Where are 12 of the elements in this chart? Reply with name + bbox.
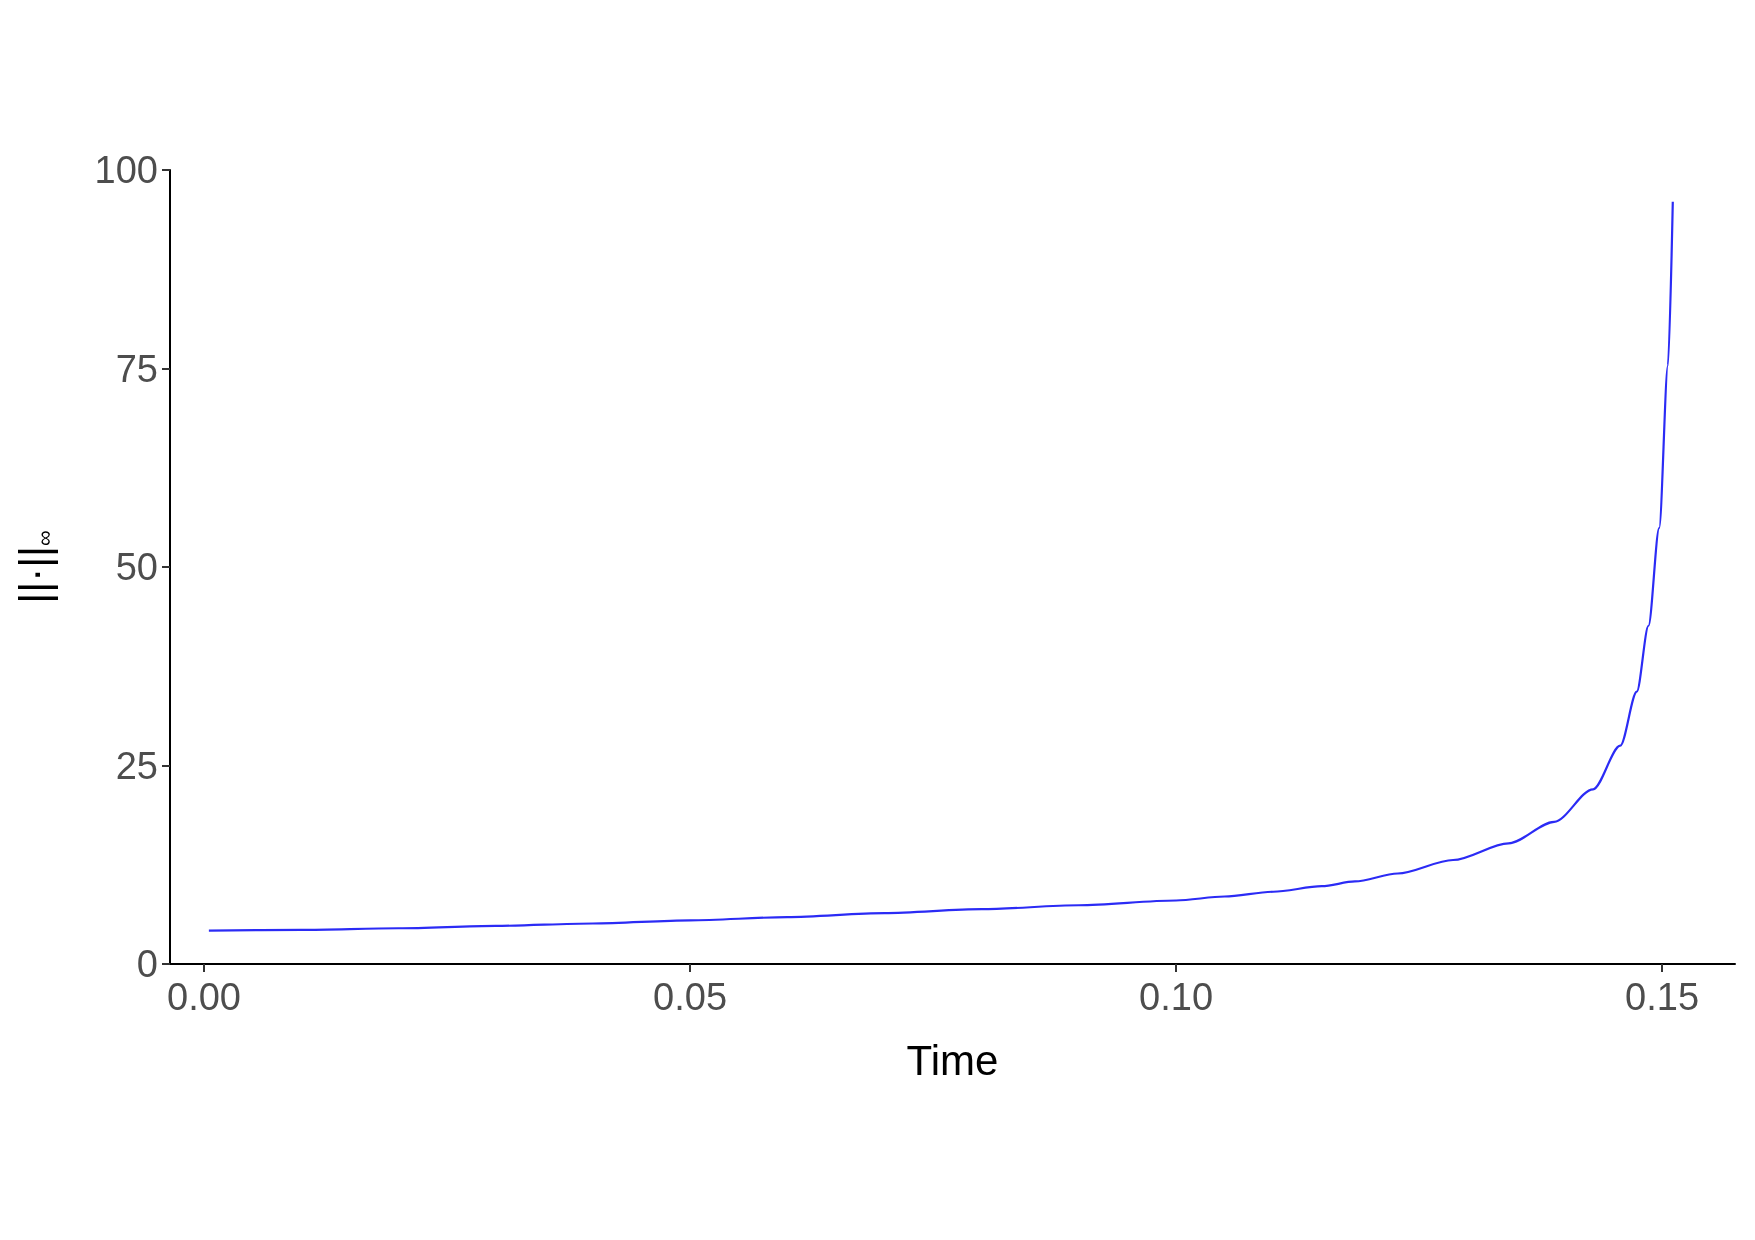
x-axis-title: Time xyxy=(906,1036,999,1084)
x-tick-label: 0.10 xyxy=(1139,976,1214,1018)
x-tick-label: 0.15 xyxy=(1625,976,1700,1018)
y-tick-label: 100 xyxy=(94,149,158,191)
y-tick-label: 0 xyxy=(136,943,158,985)
y-tick-label: 50 xyxy=(115,546,158,588)
y-tick-label: 75 xyxy=(115,347,158,390)
x-tick-label: 0.05 xyxy=(653,976,728,1018)
x-tick-label: 0.00 xyxy=(167,976,242,1018)
line-series xyxy=(207,200,1674,932)
y-axis-title: ||·||∞ xyxy=(10,530,58,604)
y-tick-label: 25 xyxy=(115,744,158,787)
